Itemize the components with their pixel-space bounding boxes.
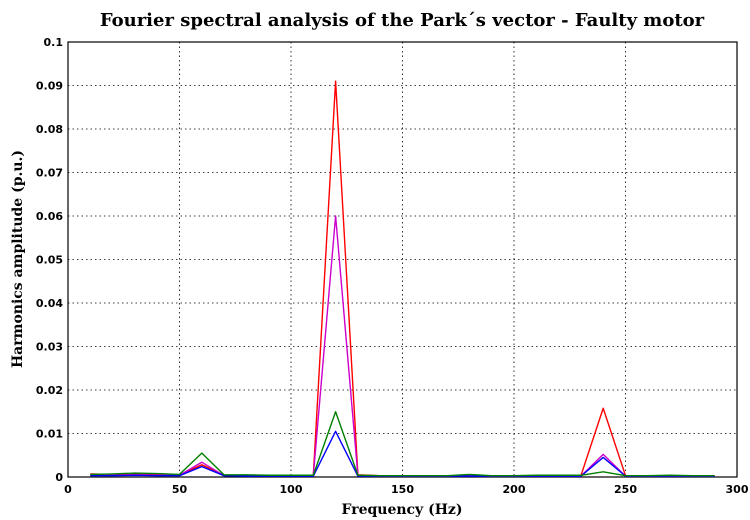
x-tick-label: 50 — [172, 483, 188, 496]
x-tick-label: 250 — [614, 483, 637, 496]
x-tick-label: 150 — [391, 483, 414, 496]
y-tick-label: 0.05 — [36, 254, 63, 267]
y-tick-label: 0.06 — [36, 210, 63, 223]
x-axis-label: Frequency (Hz) — [342, 502, 463, 518]
x-tick-labels: 0 50 100 150 200 250 300 — [64, 483, 749, 496]
y-tick-label: 0.03 — [36, 341, 63, 354]
y-tick-labels: 0 0.01 0.02 0.03 0.04 0.05 0.06 0.07 0.08 0.09 0.1 — [36, 36, 63, 484]
y-tick-label: 0.07 — [36, 167, 63, 180]
chart-title: Fourier spectral analysis of the Park´s … — [100, 10, 705, 31]
y-tick-label: 0 — [55, 471, 63, 484]
x-tick-label: 100 — [280, 483, 303, 496]
y-tick-label: 0.02 — [36, 384, 63, 397]
y-gridlines — [68, 85, 737, 434]
y-tick-label: 0.04 — [36, 297, 63, 310]
series-line-4 — [90, 411, 715, 477]
y-tick-label: 0.09 — [36, 80, 63, 93]
y-tick-label: 0.1 — [44, 36, 64, 49]
y-tick-label: 0.08 — [36, 123, 63, 136]
x-tick-label: 200 — [503, 483, 526, 496]
x-tick-label: 0 — [64, 483, 72, 496]
y-tick-label: 0.01 — [36, 428, 63, 441]
y-axis-label: Harmonics amplitude (p.u.) — [10, 150, 26, 368]
x-tick-label: 300 — [726, 483, 749, 496]
series-layer — [90, 80, 715, 477]
